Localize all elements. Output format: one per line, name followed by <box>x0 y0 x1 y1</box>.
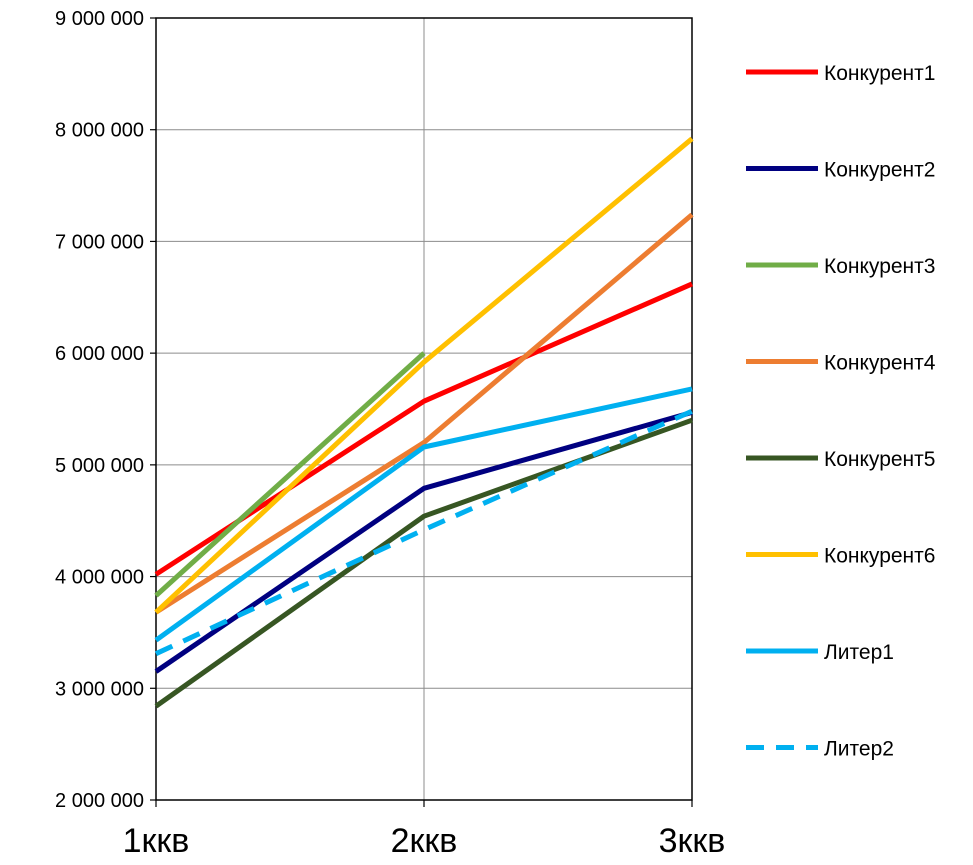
series-line-8 <box>154 408 694 656</box>
label-layer: 2 000 000 3 000 000 4 000 000 5 000 000 6 00… <box>55 8 725 860</box>
y-tick-label: 4 000 000 <box>55 567 144 589</box>
series-line-7 <box>154 386 693 643</box>
grid-layer <box>156 18 692 800</box>
legend-entry-label: Конкурент6 <box>824 545 935 568</box>
series-line-3 <box>154 351 426 598</box>
y-tick-label: 6 000 000 <box>55 343 144 365</box>
y-tick-label: 7 000 000 <box>55 231 144 253</box>
x-tick-label: 1ккв <box>123 822 190 860</box>
x-tick-label: 3ккв <box>659 822 726 860</box>
legend-entry-label: Конкурент4 <box>824 352 936 375</box>
series-layer <box>154 136 694 709</box>
y-tick-label: 2 000 000 <box>55 790 144 812</box>
plot-frame <box>155 17 693 801</box>
y-tick-label: 9 000 000 <box>55 8 144 30</box>
y-tick-label: 5 000 000 <box>55 455 144 477</box>
x-tick-label: 2ккв <box>391 822 458 860</box>
legend-entry-label: Литер1 <box>824 641 894 664</box>
series-line-6 <box>154 136 694 615</box>
axis-layer <box>150 17 693 807</box>
series-line-4 <box>154 212 694 615</box>
legend-entry-label: Конкурент3 <box>824 255 935 278</box>
legend-entry-label: Конкурент1 <box>824 62 935 85</box>
legend-entry-label: Конкурент5 <box>824 448 935 471</box>
legend-entry-label: Литер2 <box>824 738 894 761</box>
y-tick-label: 8 000 000 <box>55 120 144 142</box>
legend-entry-label: Конкурент2 <box>824 159 935 182</box>
legend: Конкурент1 Конкурент2 Конкурент3 Конкурент4… <box>746 62 936 761</box>
y-tick-label: 3 000 000 <box>55 678 144 700</box>
